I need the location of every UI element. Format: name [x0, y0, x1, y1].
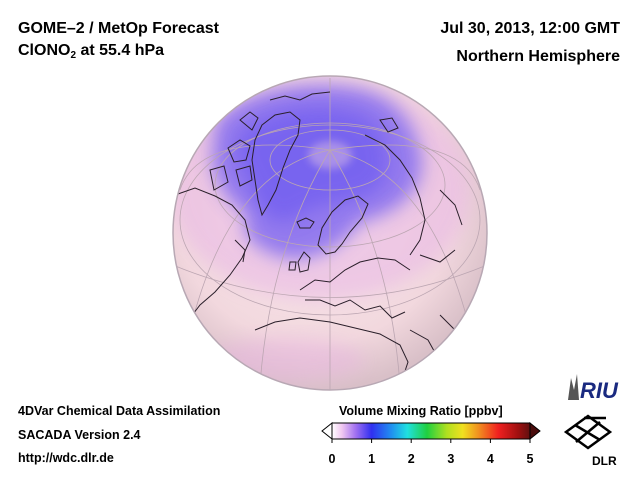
colorbar-gradient — [331, 422, 531, 440]
species-label: ClONO2 at 55.4 hPa — [18, 42, 165, 61]
riu-logo-text: RIU — [580, 378, 619, 403]
globe-edge — [172, 75, 488, 391]
forecast-datetime: Jul 30, 2013, 12:00 GMT — [440, 20, 620, 37]
graticule — [173, 78, 487, 390]
colorbar-title: Volume Mixing Ratio [ppbv] — [339, 404, 503, 418]
colorbar-tickmarks — [331, 439, 531, 443]
colorbar-tick-label-0: 0 — [328, 452, 336, 466]
species-level: at 55.4 hPa — [76, 42, 165, 59]
colorbar-tick-label-4: 4 — [486, 452, 494, 466]
hemisphere-label: Northern Hemisphere — [456, 48, 620, 65]
colorbar-tick-label-1: 1 — [368, 452, 376, 466]
colorbar-tick-label-2: 2 — [407, 452, 415, 466]
dlr-logo-text: DLR — [592, 454, 617, 468]
riu-logo: RIU — [568, 374, 619, 403]
dlr-logo: DLR — [563, 414, 617, 468]
colorbar-tick-label-5: 5 — [526, 452, 534, 466]
colorbar-tick-label-3: 3 — [447, 452, 455, 466]
website-link[interactable]: http://wdc.dlr.de — [18, 451, 114, 465]
colorbar-min-arrow — [321, 421, 333, 441]
version-label: SACADA Version 2.4 — [18, 428, 141, 442]
colorbar-max-arrow — [529, 421, 541, 441]
species-main: ClONO — [18, 42, 71, 59]
product-title: GOME–2 / MetOp Forecast — [18, 20, 219, 37]
species-subscript: 2 — [70, 50, 77, 61]
method-label: 4DVar Chemical Data Assimilation — [18, 404, 221, 418]
